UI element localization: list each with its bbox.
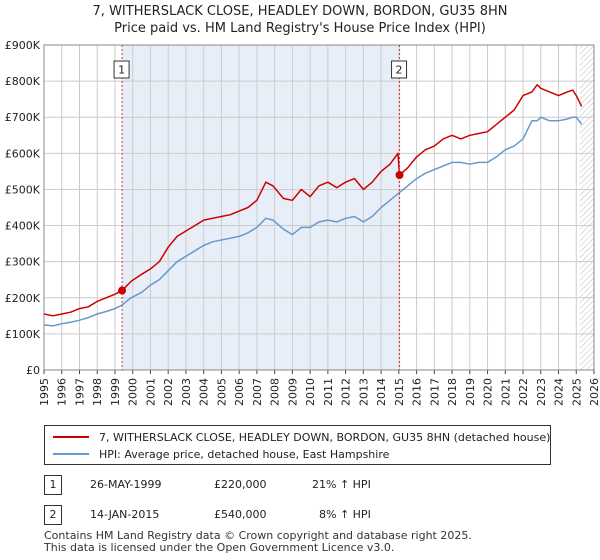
x-tick-label: 2007 xyxy=(251,378,264,406)
ownership-shaded-region xyxy=(122,45,400,370)
transaction-date: 14-JAN-2015 xyxy=(90,508,160,521)
y-tick-label: £0 xyxy=(26,364,40,377)
x-tick-label: 2006 xyxy=(233,378,246,406)
x-tick-label: 1995 xyxy=(38,378,51,406)
sale-label-box xyxy=(113,60,130,79)
x-tick-label: 2011 xyxy=(322,378,335,406)
sale-label-number: 2 xyxy=(396,64,403,77)
transaction-number: 1 xyxy=(44,475,62,495)
y-tick-label: £600K xyxy=(5,147,41,160)
sale-point xyxy=(118,286,127,295)
x-tick-label: 2009 xyxy=(286,378,299,406)
x-tick-label: 2001 xyxy=(144,378,157,406)
price-chart: £0 £100K £200K £300K £400K £500K £600K £700K £80… xyxy=(5,39,600,406)
sale-point xyxy=(395,171,404,179)
x-tick-label: 2002 xyxy=(162,378,175,406)
x-tick-label: 1999 xyxy=(109,378,122,406)
x-tick-label: 2021 xyxy=(499,378,512,406)
footer-line2: This data is licensed under the Open Gov… xyxy=(44,541,395,554)
x-tick-label: 2003 xyxy=(180,378,193,406)
x-tick-label: 2026 xyxy=(588,378,600,406)
legend-swatch-property xyxy=(53,436,89,438)
y-tick-label: £900K xyxy=(5,39,41,52)
y-tick-label: £800K xyxy=(5,75,41,88)
x-tick-label: 2008 xyxy=(269,378,282,406)
y-tick-label: £400K xyxy=(5,220,41,233)
y-tick-label: £500K xyxy=(5,183,41,196)
x-tick-label: 2024 xyxy=(553,378,566,406)
x-tick-label: 2015 xyxy=(393,378,406,406)
sale-label-number: 1 xyxy=(118,64,125,77)
x-tick-label: 2013 xyxy=(357,378,370,406)
x-tick-label: 2023 xyxy=(535,378,548,406)
x-tick-label: 2005 xyxy=(215,378,228,406)
footer-attribution: Contains HM Land Registry data © Crown c… xyxy=(44,530,472,554)
x-tick-label: 2010 xyxy=(304,378,317,406)
transaction-hpi-change: 8% ↑ HPI xyxy=(319,508,371,521)
x-tick-label: 2020 xyxy=(482,378,495,406)
y-tick-label: £300K xyxy=(5,256,41,269)
x-tick-label: 1998 xyxy=(91,378,104,406)
transaction-price: £220,000 xyxy=(214,478,267,491)
transaction-number: 2 xyxy=(44,505,62,525)
legend-label-hpi: HPI: Average price, detached house, East… xyxy=(99,447,390,461)
x-tick-label: 2004 xyxy=(198,378,211,406)
x-tick-label: 2022 xyxy=(517,378,530,406)
x-tick-label: 1996 xyxy=(56,378,69,406)
x-tick-label: 2017 xyxy=(428,378,441,406)
x-tick-label: 2016 xyxy=(411,378,424,406)
legend-item-hpi: HPI: Average price, detached house, East… xyxy=(53,446,389,462)
chart-title-line1: 7, WITHERSLACK CLOSE, HEADLEY DOWN, BORD… xyxy=(92,4,508,19)
transaction-date: 26-MAY-1999 xyxy=(90,478,162,491)
chart-legend: 7, WITHERSLACK CLOSE, HEADLEY DOWN, BORD… xyxy=(44,425,551,465)
legend-swatch-hpi xyxy=(53,453,89,455)
footer-line1: Contains HM Land Registry data © Crown c… xyxy=(44,529,472,542)
transaction-price: £540,000 xyxy=(214,508,267,521)
sale-label-box xyxy=(391,60,408,79)
legend-item-property: 7, WITHERSLACK CLOSE, HEADLEY DOWN, BORD… xyxy=(53,429,550,445)
chart-title-line2: Price paid vs. HM Land Registry's House … xyxy=(114,21,486,36)
x-tick-label: 1997 xyxy=(73,378,86,406)
transaction-hpi-change: 21% ↑ HPI xyxy=(312,478,371,491)
hpi-line xyxy=(43,116,583,327)
x-tick-label: 2025 xyxy=(570,378,583,406)
legend-label-property: 7, WITHERSLACK CLOSE, HEADLEY DOWN, BORD… xyxy=(99,430,551,444)
forecast-hatched-region xyxy=(579,45,594,370)
plot-frame xyxy=(43,44,595,371)
property-price-line xyxy=(43,83,583,317)
x-tick-label: 2019 xyxy=(464,378,477,406)
x-tick-label: 2014 xyxy=(375,378,388,406)
y-tick-label: £100K xyxy=(5,328,41,341)
x-tick-label: 2012 xyxy=(340,378,353,406)
x-tick-label: 2000 xyxy=(127,378,140,406)
y-tick-label: £200K xyxy=(5,292,41,305)
y-tick-label: £700K xyxy=(5,111,41,124)
x-tick-label: 2018 xyxy=(446,378,459,406)
